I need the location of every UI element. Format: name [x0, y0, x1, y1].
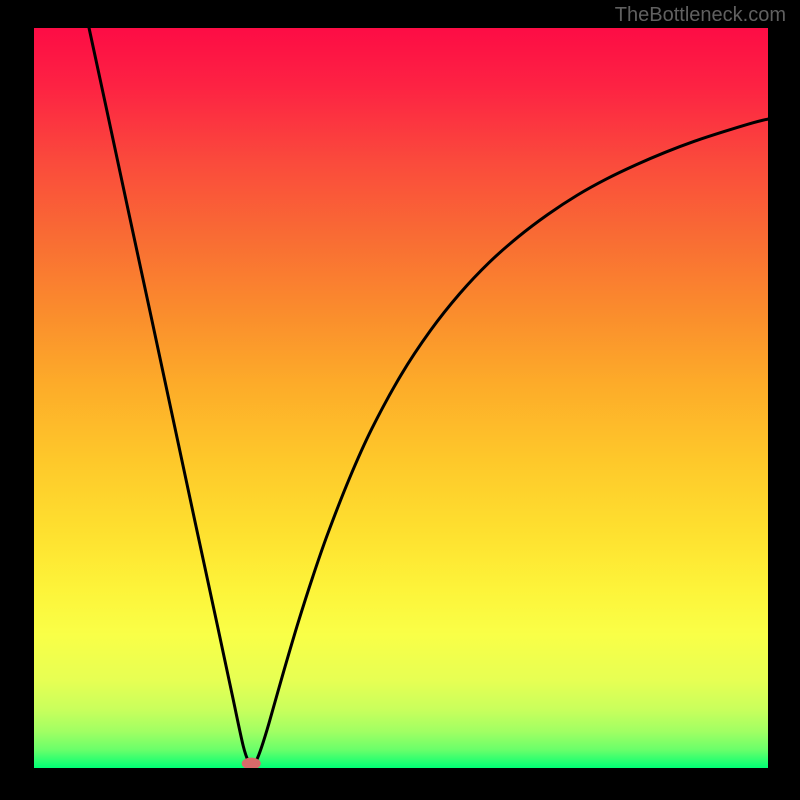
bottleneck-curve: [34, 28, 768, 768]
watermark-text: TheBottleneck.com: [615, 4, 786, 27]
curve-path: [89, 28, 768, 766]
plot-area: [34, 28, 768, 768]
